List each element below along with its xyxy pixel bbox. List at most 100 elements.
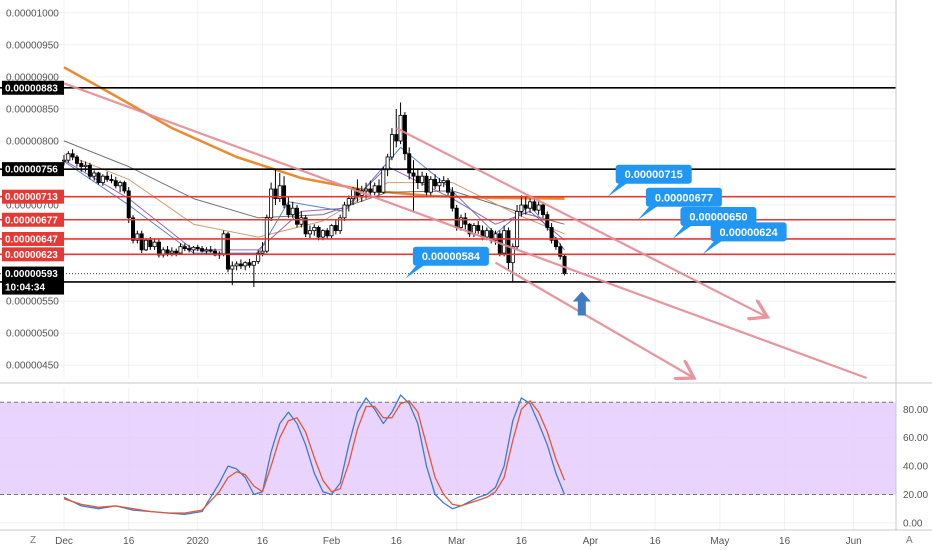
candle[interactable] [256, 249, 261, 264]
candle[interactable] [225, 231, 230, 273]
candle[interactable] [74, 155, 79, 167]
candle[interactable] [282, 176, 287, 209]
candle[interactable] [143, 238, 148, 252]
candle[interactable] [536, 201, 541, 215]
candle[interactable] [273, 169, 278, 206]
trendline[interactable] [494, 261, 694, 378]
auto-scale-toggle[interactable]: A [906, 535, 913, 546]
price-pane[interactable]: 0.00000715 0.00000677 0.00000650 0.00000624… [0, 66, 896, 380]
candle[interactable] [338, 214, 343, 234]
price-callout[interactable]: 0.00000677 [637, 187, 722, 220]
candle[interactable] [187, 244, 192, 253]
candle[interactable] [389, 128, 394, 161]
candle[interactable] [191, 246, 196, 254]
candle[interactable] [316, 225, 321, 241]
candle[interactable] [307, 225, 312, 239]
candle[interactable] [545, 211, 550, 231]
candle[interactable] [135, 230, 140, 244]
candle[interactable] [342, 201, 347, 222]
level-label: 0.00000883 [2, 80, 64, 95]
price-callout[interactable]: 0.00000715 [607, 164, 692, 197]
candle[interactable] [376, 179, 381, 196]
candle[interactable] [402, 112, 407, 161]
candle[interactable] [286, 197, 291, 218]
candle[interactable] [113, 176, 118, 189]
candle[interactable] [562, 254, 567, 276]
trendline[interactable] [395, 127, 767, 317]
candle-body [277, 185, 282, 200]
candle[interactable] [152, 238, 157, 250]
candle[interactable] [208, 246, 213, 253]
candle[interactable] [122, 180, 127, 194]
candle[interactable] [441, 176, 446, 188]
candle[interactable] [100, 174, 105, 186]
callout-pointer [637, 205, 658, 220]
candle[interactable] [463, 212, 468, 230]
candle[interactable] [238, 259, 243, 270]
candle[interactable] [269, 182, 274, 222]
candle[interactable] [290, 201, 295, 218]
candle[interactable] [428, 176, 433, 196]
candle[interactable] [502, 225, 507, 257]
candle[interactable] [325, 228, 330, 239]
candle[interactable] [437, 178, 442, 191]
candle[interactable] [407, 147, 412, 180]
candle[interactable] [200, 246, 205, 253]
candle-body [502, 230, 507, 254]
candle[interactable] [398, 102, 403, 145]
stochastic-pane[interactable] [0, 394, 896, 516]
candle[interactable] [549, 222, 554, 244]
candle[interactable] [105, 171, 110, 182]
candle[interactable] [234, 261, 239, 271]
candle[interactable] [329, 224, 334, 239]
candle[interactable] [295, 205, 300, 228]
price-callout[interactable]: 0.00000624 [702, 222, 787, 255]
timezone-icon[interactable]: Z [30, 535, 37, 546]
candle[interactable] [415, 169, 420, 189]
candle[interactable] [126, 187, 131, 223]
candle[interactable] [83, 161, 88, 172]
candle[interactable] [540, 201, 545, 218]
candle[interactable] [243, 261, 248, 271]
candle[interactable] [506, 227, 511, 270]
candle[interactable] [195, 244, 200, 252]
candle[interactable] [264, 214, 269, 254]
candle[interactable] [109, 174, 114, 184]
candle[interactable] [446, 178, 451, 196]
candle[interactable] [528, 198, 533, 213]
price-callout[interactable]: 0.00000584 [404, 246, 489, 279]
candle[interactable] [182, 243, 187, 252]
candle[interactable] [333, 220, 338, 235]
candle[interactable] [92, 170, 97, 181]
candle[interactable] [66, 151, 71, 163]
price-callout[interactable]: 0.00000650 [672, 206, 757, 239]
candle[interactable] [139, 230, 144, 254]
trendline[interactable] [63, 82, 867, 380]
candle[interactable] [118, 180, 123, 193]
candle-body [238, 263, 243, 267]
candle[interactable] [519, 195, 524, 217]
candle[interactable] [312, 224, 317, 236]
candle[interactable] [251, 260, 256, 288]
candle[interactable] [523, 197, 528, 215]
candle[interactable] [467, 222, 472, 238]
candle[interactable] [247, 258, 252, 268]
candle[interactable] [424, 172, 429, 196]
candle[interactable] [476, 221, 481, 234]
candle[interactable] [420, 171, 425, 186]
candle[interactable] [381, 166, 386, 194]
candle[interactable] [178, 243, 183, 255]
candle[interactable] [70, 149, 75, 161]
candle[interactable] [368, 180, 373, 198]
candle[interactable] [433, 174, 438, 189]
candle[interactable] [558, 243, 563, 260]
candle[interactable] [515, 205, 520, 250]
candle[interactable] [221, 230, 226, 257]
candle[interactable] [372, 182, 377, 196]
candle[interactable] [96, 171, 101, 185]
candle[interactable] [87, 162, 92, 180]
candle[interactable] [450, 187, 455, 212]
candle[interactable] [303, 215, 308, 238]
candle[interactable] [346, 195, 351, 212]
